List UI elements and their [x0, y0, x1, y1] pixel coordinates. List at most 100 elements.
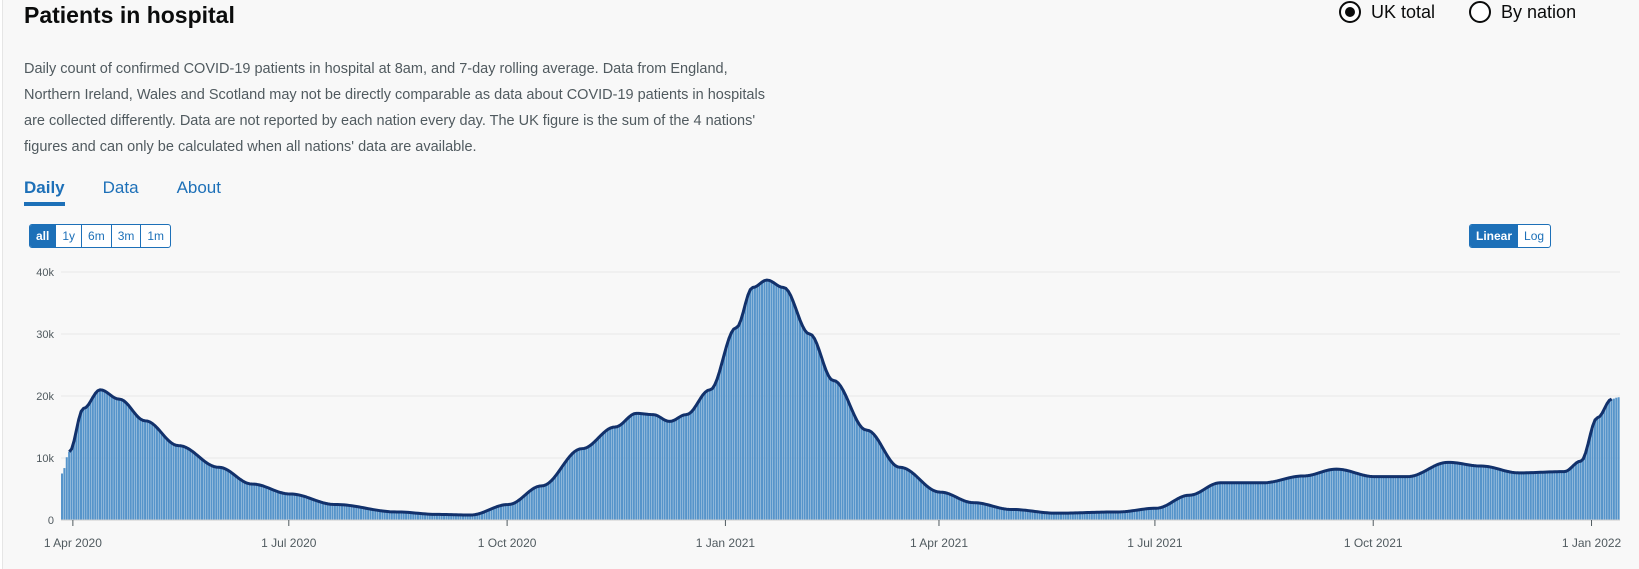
daily-bar [499, 505, 503, 520]
daily-bar [310, 498, 313, 520]
daily-bar [1313, 474, 1316, 520]
range-6m-button[interactable]: 6m [82, 225, 112, 247]
daily-bar [357, 506, 360, 520]
tab-data[interactable]: Data [102, 178, 139, 197]
daily-bar [870, 431, 873, 520]
daily-bar [1522, 472, 1525, 520]
daily-bar [483, 511, 486, 520]
daily-bar [231, 473, 234, 520]
daily-bar [288, 493, 291, 520]
daily-bar [203, 461, 206, 520]
daily-bar [639, 413, 643, 520]
daily-bar [170, 442, 173, 520]
daily-bar [390, 511, 393, 520]
daily-bar [1164, 505, 1167, 520]
daily-bar [1062, 513, 1065, 520]
daily-bar [1169, 503, 1172, 520]
daily-bar [1233, 482, 1236, 520]
daily-bar [1375, 476, 1378, 520]
daily-bar [1202, 489, 1205, 520]
scale-log-button[interactable]: Log [1524, 229, 1545, 243]
radio-by-nation[interactable]: By nation [1469, 1, 1576, 23]
daily-bar [1223, 482, 1226, 520]
description-line: Daily count of confirmed COVID-19 patien… [24, 61, 728, 77]
daily-bar [879, 444, 882, 520]
daily-bar [1097, 512, 1100, 520]
daily-bar [1411, 476, 1414, 520]
daily-bar [63, 468, 66, 520]
daily-bar [1124, 511, 1127, 520]
daily-bar [689, 412, 692, 520]
daily-bar [981, 503, 984, 520]
radio-unselected-icon[interactable] [1469, 1, 1492, 23]
daily-bar [668, 421, 671, 520]
radio-selected-icon[interactable] [1339, 1, 1361, 23]
daily-bar [1183, 495, 1186, 520]
daily-bar [1584, 452, 1587, 520]
daily-bar [291, 494, 294, 520]
range-3m-button[interactable]: 3m [112, 225, 142, 247]
range-all-button[interactable]: all [30, 225, 57, 247]
daily-bar [737, 325, 740, 520]
daily-bar [1159, 507, 1162, 520]
daily-bar [1214, 483, 1217, 520]
daily-bar [359, 507, 363, 520]
range-1m-button[interactable]: 1m [147, 229, 165, 243]
daily-bar [903, 468, 906, 520]
daily-bar [319, 502, 322, 520]
daily-bar [1425, 470, 1428, 520]
daily-bar [855, 420, 858, 520]
daily-bar [599, 435, 602, 520]
daily-bar [889, 460, 892, 520]
daily-bar [144, 420, 147, 520]
daily-bar [1188, 495, 1191, 520]
daily-bar [1266, 482, 1269, 520]
radio-label-by-nation: By nation [1501, 1, 1577, 22]
daily-bar [61, 473, 64, 520]
daily-bar [1385, 476, 1388, 520]
daily-bar [663, 420, 666, 520]
daily-bar [284, 493, 287, 520]
daily-bar [1154, 508, 1157, 520]
daily-bar [893, 465, 896, 520]
daily-bar [575, 449, 578, 520]
daily-bar [106, 392, 109, 520]
daily-bar [1173, 500, 1176, 520]
daily-bar [715, 379, 718, 520]
daily-bar [1387, 476, 1390, 520]
tab-daily[interactable]: Daily [24, 178, 65, 206]
daily-bar [1131, 510, 1134, 520]
daily-bar [94, 393, 97, 520]
daily-bar [165, 438, 168, 520]
daily-bar [1166, 504, 1169, 520]
scale-linear-button[interactable]: Linear [1470, 225, 1519, 247]
daily-bar [649, 414, 652, 520]
daily-bar [1226, 482, 1229, 520]
tab-about[interactable]: About [176, 178, 221, 197]
daily-bar [872, 434, 875, 520]
daily-bar [1029, 510, 1032, 520]
daily-bar [1536, 472, 1539, 520]
daily-bar [692, 409, 695, 520]
daily-bar [509, 504, 512, 520]
daily-bar [236, 477, 239, 520]
daily-bar [1468, 465, 1471, 520]
daily-bar [1446, 462, 1449, 520]
daily-bar [1437, 464, 1440, 520]
daily-bar [1264, 482, 1267, 520]
daily-bar [687, 413, 690, 520]
daily-bar [886, 456, 889, 520]
daily-bar [635, 413, 638, 520]
daily-bar [1192, 494, 1195, 520]
daily-bar [445, 514, 448, 520]
daily-bar [1570, 467, 1573, 520]
daily-bar [262, 486, 265, 520]
radio-uk-total[interactable]: UK total [1339, 1, 1435, 23]
daily-bar [153, 425, 156, 520]
daily-bar [1605, 403, 1608, 520]
daily-bar [1358, 474, 1361, 520]
range-1y-button[interactable]: 1y [56, 225, 83, 247]
daily-bar [70, 448, 73, 520]
daily-bar [711, 388, 714, 520]
daily-bar [1036, 511, 1039, 520]
